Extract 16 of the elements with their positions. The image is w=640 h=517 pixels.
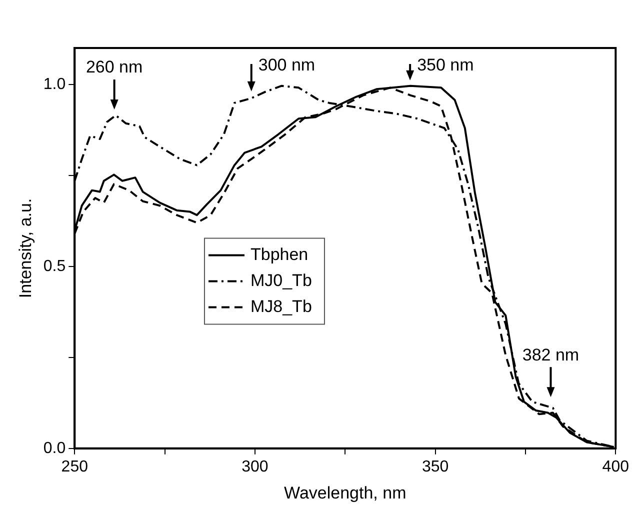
annotation: 260 nm	[86, 58, 143, 77]
annotation: 350 nm	[417, 56, 474, 75]
annotation: 382 nm	[522, 345, 580, 364]
annotation: 300 nm	[258, 56, 316, 75]
x-tick-label: 350	[422, 458, 449, 476]
legend-label: MJ0_Tb	[250, 270, 312, 290]
y-axis-title: Intensity, a.u.	[16, 198, 35, 298]
y-tick-label: 0.5	[43, 258, 66, 275]
x-tick-label: 250	[61, 458, 88, 476]
x-tick-label: 400	[602, 458, 630, 476]
legend-label: MJ8_Tb	[250, 296, 312, 316]
y-tick-label: 0.0	[43, 440, 66, 457]
x-tick-label: 300	[242, 458, 268, 476]
y-tick-label: 1.0	[43, 76, 66, 93]
legend-label: Tbphen	[250, 244, 308, 264]
x-axis-title: Wavelength, nm	[284, 483, 406, 502]
